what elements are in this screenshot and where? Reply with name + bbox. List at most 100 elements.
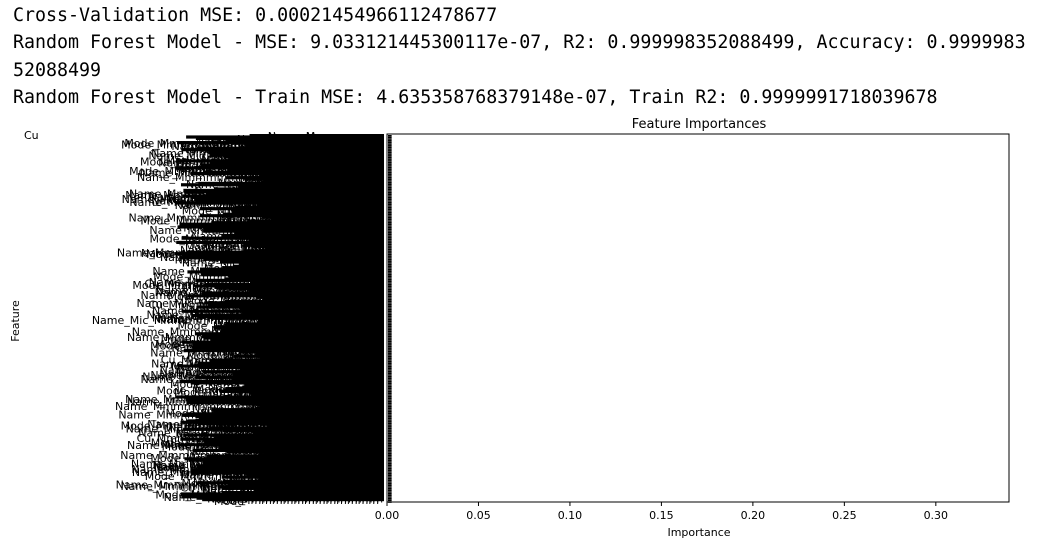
bar (388, 439, 392, 441)
bar (388, 180, 392, 182)
feature-importance-chart: Feature Importances Feature Importance N… (9, 117, 1010, 539)
bar (388, 357, 392, 359)
bar (388, 339, 392, 341)
x-axis-label: Importance (667, 526, 730, 539)
bar (388, 365, 392, 368)
bar (388, 213, 392, 216)
bar (388, 395, 392, 398)
bar (388, 215, 392, 217)
bar (388, 362, 392, 364)
x-tick-label: 0.15 (649, 509, 674, 522)
bar (388, 472, 392, 475)
bar (388, 282, 392, 284)
bar (388, 327, 392, 329)
bar (388, 494, 392, 497)
bar (388, 459, 392, 462)
bar (388, 248, 392, 251)
bar (388, 337, 392, 339)
bar (388, 168, 392, 170)
bar (388, 225, 392, 227)
bar (388, 416, 392, 418)
x-tick-label: 0.25 (832, 509, 857, 522)
bar (388, 501, 392, 503)
bar (388, 471, 392, 473)
bar (388, 148, 392, 150)
bar (388, 484, 392, 487)
bar (388, 426, 392, 428)
x-tick-label: 0.20 (741, 509, 766, 522)
bar (388, 208, 392, 211)
bar (388, 320, 392, 323)
bar (388, 237, 392, 239)
bar (388, 163, 392, 165)
bar (388, 135, 392, 137)
bar (388, 186, 392, 189)
bar (388, 497, 392, 500)
y-tick-label-visible: Name (158, 313, 191, 326)
bar (388, 300, 392, 303)
bar (388, 434, 392, 436)
bar (388, 372, 392, 375)
bar (388, 451, 392, 453)
bar (388, 350, 392, 353)
bar (388, 308, 392, 311)
bar (388, 474, 392, 477)
bar (388, 469, 392, 472)
bar (388, 290, 392, 293)
bar (388, 155, 392, 157)
y-tick-label-cloud: Name_MmmmmmmName_MmmmmmmName_MmmmmmmmmmN… (24, 129, 384, 508)
bar (388, 429, 392, 431)
bar (388, 375, 392, 378)
bar (388, 211, 392, 214)
bar (388, 268, 392, 271)
bar (388, 397, 392, 400)
bar (388, 352, 392, 354)
bar (388, 467, 392, 470)
y-label-smear (202, 498, 384, 502)
y-tick-label-visible: Mode (229, 337, 259, 350)
bar (388, 195, 392, 197)
bar (388, 138, 392, 140)
bar (388, 456, 392, 458)
bar (388, 295, 392, 298)
bar (388, 151, 392, 154)
bar (388, 344, 392, 346)
bar (388, 223, 392, 226)
bar (388, 307, 392, 309)
bar (388, 243, 392, 246)
bar (388, 273, 392, 276)
y-tick-label-visible: Name (176, 162, 209, 175)
bar (388, 140, 392, 142)
bar (388, 479, 392, 482)
y-tick-label-visible: Name (141, 247, 174, 260)
bar (388, 298, 392, 301)
bar (388, 330, 392, 333)
bar (388, 183, 392, 186)
y-tick-label-visible: Mode (215, 453, 245, 466)
bar (388, 188, 392, 191)
bar (388, 409, 392, 411)
bar (388, 417, 392, 420)
bar (388, 270, 392, 272)
bar (388, 411, 392, 413)
bar (388, 242, 392, 244)
bar (388, 419, 392, 421)
bar (388, 191, 392, 194)
bar (388, 267, 392, 269)
bar (388, 385, 392, 388)
bar (388, 496, 392, 498)
bar (388, 405, 392, 408)
bar (388, 265, 392, 267)
bar (388, 255, 392, 257)
y-tick-label-visible: Mode (212, 418, 242, 431)
bars-group (388, 135, 392, 503)
bar (388, 342, 392, 344)
bar (388, 252, 392, 254)
bar (388, 447, 392, 450)
bar (388, 165, 392, 167)
bar (388, 324, 392, 326)
bar (388, 390, 392, 393)
bar (388, 422, 392, 425)
bar (388, 431, 392, 433)
bar (388, 492, 392, 495)
